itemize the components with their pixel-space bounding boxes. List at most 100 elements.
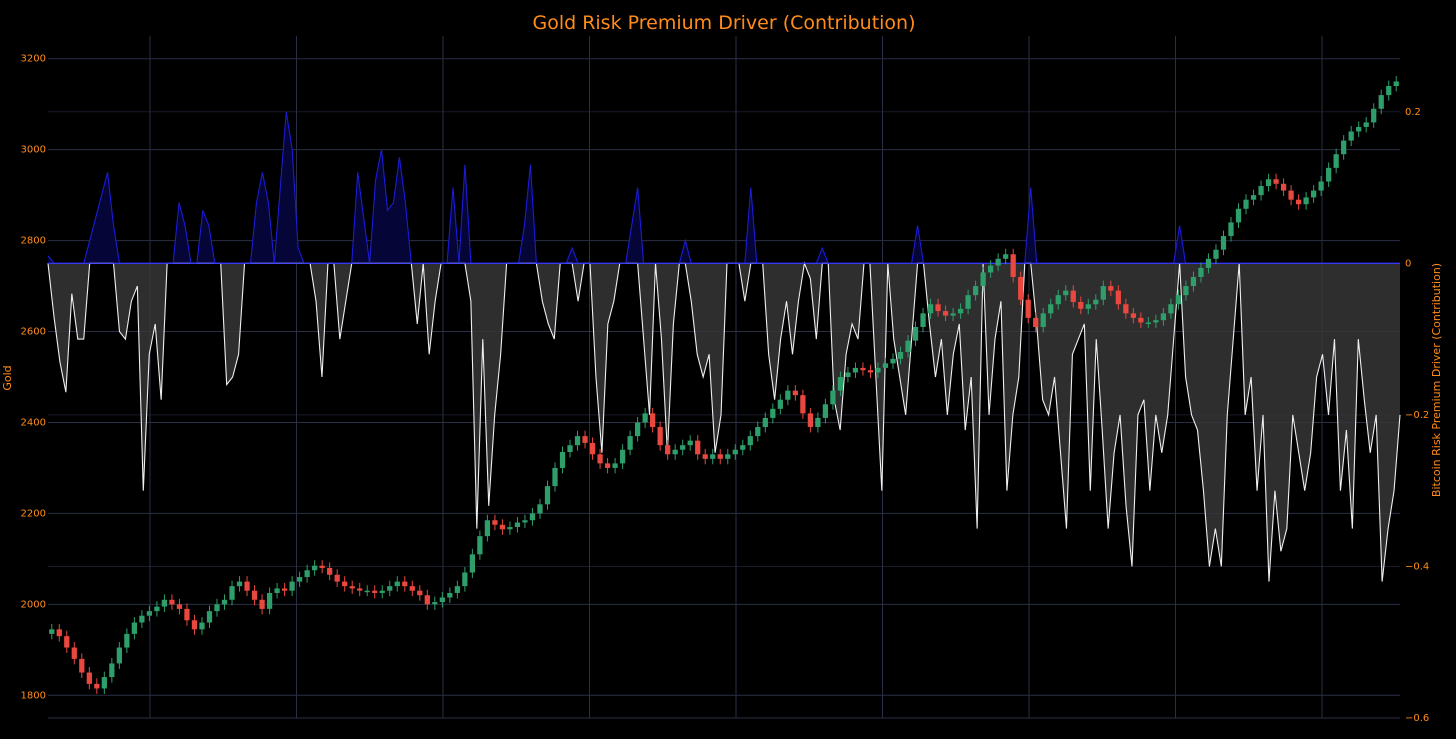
candle-body xyxy=(1070,290,1076,302)
candle xyxy=(897,346,904,365)
candle xyxy=(394,576,400,592)
candle-body xyxy=(762,417,768,428)
candle-body xyxy=(1265,179,1272,187)
candle xyxy=(544,480,551,510)
candle-body xyxy=(469,554,476,573)
candle-body xyxy=(454,586,460,593)
candle-body xyxy=(725,454,731,459)
candle xyxy=(281,582,288,597)
candle-body xyxy=(619,449,626,464)
candle xyxy=(589,437,596,460)
y-tick-label: 2800 xyxy=(21,236,46,247)
candle xyxy=(702,448,708,465)
candle xyxy=(642,407,648,428)
y-tick-label: 3200 xyxy=(21,54,46,65)
candle xyxy=(259,594,265,615)
candle-body xyxy=(221,599,228,605)
candle-body xyxy=(665,445,671,455)
candle xyxy=(1160,307,1167,326)
candle-body xyxy=(792,390,798,396)
candle-body xyxy=(514,522,521,528)
candle-body xyxy=(995,258,1001,266)
candle-body xyxy=(529,513,536,521)
candle-body xyxy=(154,606,160,612)
candle-body xyxy=(364,590,370,593)
candle-body xyxy=(1235,208,1242,223)
candle xyxy=(432,596,438,610)
candle xyxy=(582,430,588,449)
candle-body xyxy=(1018,276,1024,300)
candle xyxy=(244,576,250,597)
y2-axis-title: Bitcoin Risk Premium Driver (Contributio… xyxy=(1430,263,1443,497)
candle-body xyxy=(552,467,558,487)
candle-body xyxy=(890,358,896,364)
candle xyxy=(342,576,348,592)
candle xyxy=(657,421,663,451)
candle-body xyxy=(259,599,265,609)
candle-body xyxy=(1220,236,1227,250)
candle xyxy=(454,580,460,599)
candle xyxy=(537,498,543,519)
candle xyxy=(1055,289,1061,310)
candle xyxy=(942,305,949,322)
candle-body xyxy=(747,436,753,446)
candle-body xyxy=(49,629,55,634)
candle xyxy=(604,457,611,474)
candle xyxy=(1175,289,1182,310)
series-area xyxy=(47,111,1401,582)
candle-body xyxy=(597,454,603,464)
candle-body xyxy=(882,363,889,368)
candle xyxy=(529,507,536,526)
candle-body xyxy=(957,308,964,314)
candle xyxy=(1115,285,1121,310)
candle-body xyxy=(304,570,310,578)
candle xyxy=(146,605,153,622)
candle-body xyxy=(822,404,829,418)
candle-body xyxy=(169,599,175,605)
candle-body xyxy=(1341,140,1347,155)
chart-title: Gold Risk Premium Driver (Contribution) xyxy=(532,12,915,34)
candle-body xyxy=(845,372,851,377)
candle-body xyxy=(732,449,738,455)
candle xyxy=(469,548,476,578)
candle xyxy=(972,280,979,301)
candle xyxy=(665,439,671,460)
candle xyxy=(289,576,295,597)
candle-body xyxy=(379,590,385,593)
candle xyxy=(965,289,971,315)
candle-body xyxy=(484,520,491,537)
candle xyxy=(680,439,686,456)
candle xyxy=(837,371,844,397)
candle-body xyxy=(139,615,145,623)
candle xyxy=(905,335,911,358)
candle xyxy=(1250,189,1257,206)
candle-body xyxy=(867,370,874,373)
candle xyxy=(424,589,430,610)
candle xyxy=(492,514,498,531)
candle xyxy=(1138,312,1144,328)
candle-body xyxy=(657,427,663,446)
candle xyxy=(161,594,168,613)
candle-body xyxy=(357,588,363,591)
candle xyxy=(770,403,776,424)
candle xyxy=(124,628,130,653)
candle-body xyxy=(1123,304,1129,314)
candle-body xyxy=(176,604,183,609)
candle-body xyxy=(1040,313,1046,327)
candle xyxy=(1183,280,1189,301)
candle-body xyxy=(1078,301,1084,309)
candle-body xyxy=(687,440,693,446)
candle xyxy=(176,598,183,615)
candle-body xyxy=(101,677,107,689)
y2-tick-label: 0 xyxy=(1405,258,1411,269)
candle-body xyxy=(935,304,941,312)
candle xyxy=(1295,194,1302,210)
candle xyxy=(672,444,678,460)
candle xyxy=(1025,294,1031,324)
candle-body xyxy=(1100,286,1106,300)
candle-body xyxy=(807,413,814,428)
candle xyxy=(1003,248,1009,265)
candle-body xyxy=(394,581,400,587)
candle-body xyxy=(710,454,716,459)
candle xyxy=(131,617,138,640)
